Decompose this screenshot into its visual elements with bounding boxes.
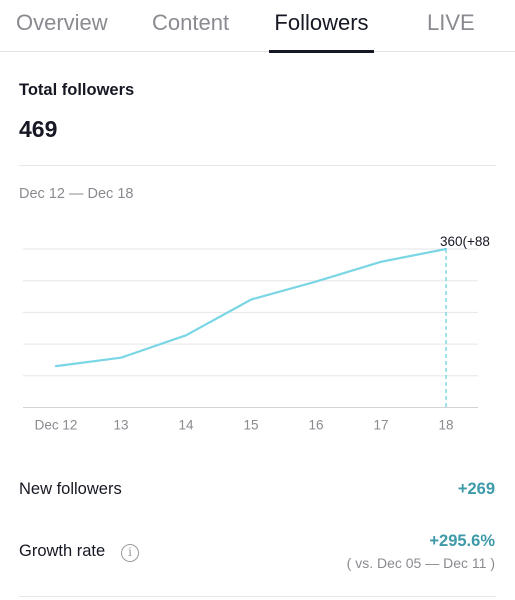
tab-followers-label: Followers: [274, 10, 369, 35]
tab-followers[interactable]: Followers: [269, 0, 374, 53]
x-tick-label: 15: [243, 418, 258, 433]
info-icon[interactable]: i: [121, 544, 139, 562]
summary-divider: [19, 165, 496, 166]
x-tick-label: Dec 12: [35, 418, 78, 433]
growth-rate-comparison: ( vs. Dec 05 — Dec 11 ): [346, 555, 495, 571]
growth-rate-label: Growth rate: [19, 542, 106, 560]
tab-overview-label: Overview: [16, 10, 108, 35]
x-tick-label: 16: [308, 418, 323, 433]
growth-rate-value: +295.6%: [429, 532, 495, 550]
new-followers-label: New followers: [19, 480, 122, 498]
date-range: Dec 12 — Dec 18: [19, 186, 134, 202]
total-followers-title: Total followers: [19, 81, 135, 99]
followers-series-line: [54, 247, 448, 368]
tab-content[interactable]: Content: [152, 0, 229, 52]
highlight-value-label: 360(+88: [440, 234, 490, 249]
tab-content-label: Content: [152, 10, 230, 35]
bottom-divider: [19, 596, 496, 597]
x-tick-label: 17: [373, 418, 388, 433]
x-tick-label: 14: [178, 418, 194, 433]
total-followers-count: 469: [19, 116, 58, 142]
tab-live[interactable]: LIVE: [427, 0, 475, 52]
tab-live-label: LIVE: [427, 10, 475, 35]
x-tick-label: 13: [113, 418, 128, 433]
active-tab-indicator: [269, 50, 374, 53]
new-followers-value: +269: [457, 480, 495, 498]
x-tick-label: 18: [438, 418, 453, 433]
tab-bar: Overview Content Followers LIVE: [0, 0, 515, 53]
tab-overview[interactable]: Overview: [16, 0, 108, 52]
followers-line-chart: Dec 12 13 14 15 16 17 18 360(+88: [23, 234, 490, 433]
